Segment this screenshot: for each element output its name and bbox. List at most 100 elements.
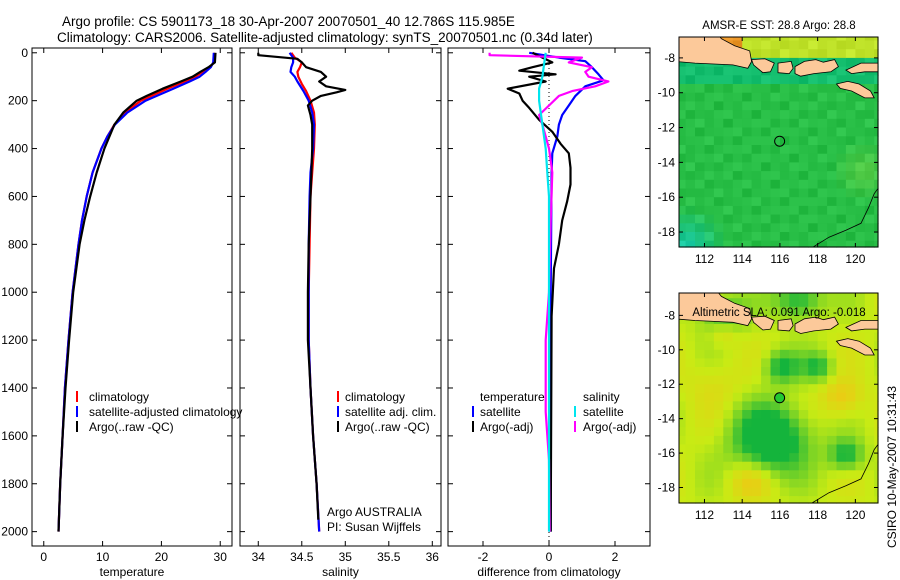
map-cell (798, 496, 809, 504)
map-cell (742, 298, 753, 308)
map-cell (761, 293, 772, 299)
x-tick-label: 120 (845, 252, 865, 266)
map-cell (808, 40, 819, 50)
map-cell (751, 444, 762, 454)
map-cell (695, 205, 705, 216)
map-cell (827, 487, 838, 497)
map-cell (845, 240, 856, 248)
map-cell (789, 179, 800, 190)
figure-title-line1: Argo profile: CS 5901173_18 30-Apr-2007 … (62, 14, 515, 29)
map-cell (808, 240, 819, 248)
map-cell (874, 188, 879, 198)
map-cell (723, 401, 734, 411)
map-cell (836, 127, 847, 137)
map-cell (713, 349, 724, 359)
map-cell (770, 84, 781, 94)
map-cell (704, 470, 715, 480)
map-cell (751, 410, 762, 420)
map-cell (827, 306, 838, 316)
map-cell (789, 358, 800, 368)
map-cell (798, 298, 809, 308)
map-cell (864, 223, 875, 233)
map-cell (751, 332, 762, 342)
map-cell (770, 341, 781, 351)
map-cell (704, 171, 715, 181)
map-cell (836, 392, 847, 402)
map-cell (864, 478, 875, 489)
legend-swatch-temp-argo (472, 421, 474, 432)
x-tick-label: 118 (808, 252, 827, 266)
timestamp-label: CSIRO 10-May-2007 10:31:43 (885, 386, 899, 548)
map-cell (770, 136, 781, 146)
map-cell (817, 75, 828, 85)
map-cell (779, 435, 790, 446)
map-cell (695, 401, 705, 411)
x-tick-label: 30 (214, 550, 228, 564)
series-argo-raw-qc- (257, 52, 347, 520)
map-cell (751, 453, 762, 463)
map-cell (713, 401, 724, 411)
map-cell (789, 461, 800, 471)
map-cell (836, 332, 847, 342)
map-cell (874, 162, 879, 172)
map-cell (723, 293, 734, 299)
map-cell (685, 496, 696, 504)
map-cell (685, 410, 696, 420)
map-cell (704, 127, 715, 137)
map-cell (808, 349, 819, 359)
land-polygon (679, 293, 753, 327)
map-cell (751, 197, 762, 207)
x-tick-label: 0 (40, 550, 47, 564)
map-cell (723, 179, 734, 190)
map-cell (723, 392, 734, 402)
map-cell (827, 153, 838, 163)
map-cell (855, 392, 866, 402)
map-cell (789, 418, 800, 428)
map-cell (779, 341, 790, 351)
map-cell (742, 470, 753, 480)
map-cell (874, 75, 879, 85)
map-cell (855, 101, 866, 111)
map-cell (742, 427, 753, 437)
map-cell (836, 110, 847, 120)
map-cell (679, 410, 687, 420)
map-cell (723, 444, 734, 454)
legend-label: satellite (480, 405, 521, 419)
map-cell (789, 75, 800, 85)
map-cell (874, 57, 879, 68)
map-cell (798, 444, 809, 454)
map-cell (679, 341, 687, 351)
map-cell (808, 367, 819, 377)
map-cell (845, 293, 856, 299)
map-cell (679, 324, 687, 334)
legend-swatch-argo (76, 421, 78, 432)
map-cell (770, 470, 781, 480)
map-cell (723, 101, 734, 111)
map-cell (864, 188, 875, 198)
map-cell (713, 153, 724, 163)
map-cell (713, 92, 724, 102)
map-cell (789, 136, 800, 146)
map-cell (685, 214, 696, 224)
map-cell (723, 153, 734, 163)
land-polygon (751, 58, 775, 74)
map-cell (704, 358, 715, 368)
series-satellite-adjusted-climatology (57, 52, 215, 532)
legend-label: satellite-adjusted climatology (89, 405, 242, 419)
map-cell (808, 461, 819, 471)
map-cell (798, 478, 809, 489)
x-tick-label: 116 (770, 508, 789, 522)
map-cell (798, 101, 809, 111)
map-cell (798, 470, 809, 480)
map-cell (779, 127, 790, 137)
map-cell (704, 341, 715, 351)
map-cell (704, 478, 715, 489)
map-cell (751, 101, 762, 111)
map-cell (742, 66, 753, 76)
map-cell (779, 349, 790, 359)
map-cell (742, 118, 753, 129)
map-cell (827, 92, 838, 102)
map-cell (817, 214, 828, 224)
map-cell (751, 37, 762, 42)
map-cell (704, 136, 715, 146)
